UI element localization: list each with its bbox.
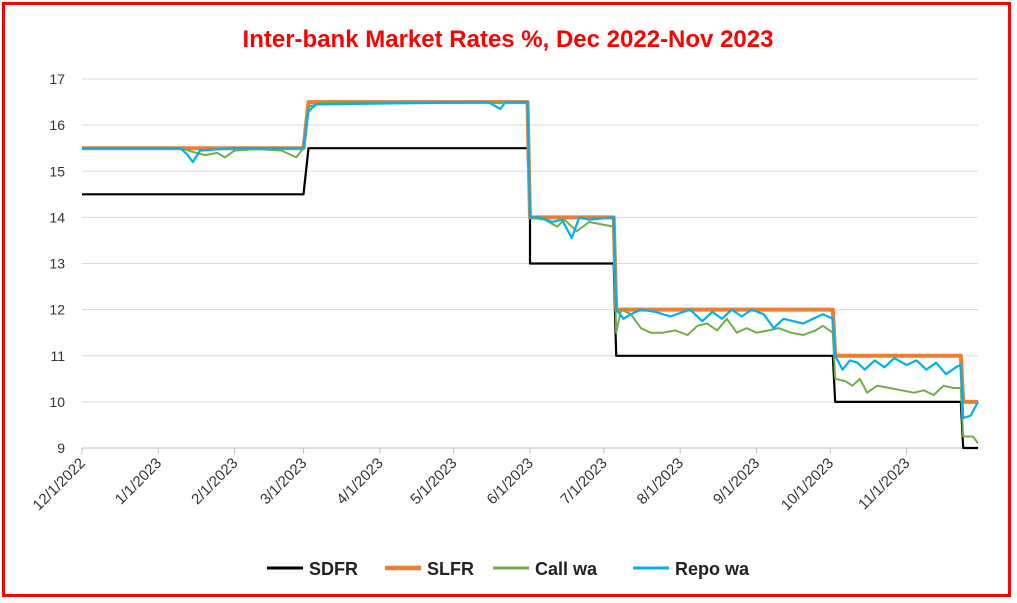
legend-label: SLFR — [427, 559, 474, 579]
x-tick-label: 4/1/2023 — [333, 455, 386, 508]
legend-label: SDFR — [309, 559, 358, 579]
y-tick-label: 13 — [49, 256, 65, 272]
x-tick-label: 11/1/2023 — [855, 455, 913, 513]
y-tick-label: 14 — [49, 209, 65, 225]
x-tick-label: 1/1/2023 — [112, 455, 165, 508]
y-tick-label: 17 — [49, 71, 65, 87]
y-tick-label: 12 — [49, 302, 65, 318]
x-tick-label: 8/1/2023 — [634, 455, 687, 508]
x-tick-label: 12/1/2022 — [30, 455, 89, 514]
x-tick-label: 7/1/2023 — [557, 455, 610, 508]
series-line-repo-wa — [82, 101, 979, 420]
x-tick-label: 5/1/2023 — [407, 455, 460, 508]
x-tick-label: 3/1/2023 — [257, 455, 310, 508]
legend-label: Repo wa — [675, 559, 750, 579]
y-tick-label: 16 — [49, 117, 65, 133]
y-tick-label: 11 — [50, 348, 65, 364]
legend: SDFR SLFR Call wa Repo wa — [267, 559, 750, 579]
chart-title: Inter-bank Market Rates %, Dec 2022-Nov … — [243, 26, 774, 53]
y-tick-label: 10 — [49, 394, 65, 410]
y-tick-label: 9 — [57, 440, 65, 456]
x-tick-label: 10/1/2023 — [778, 455, 837, 514]
x-tick-label: 2/1/2023 — [188, 455, 241, 508]
x-tick-label: 9/1/2023 — [710, 455, 763, 508]
series-lines — [82, 100, 979, 450]
legend-label: Call wa — [535, 559, 598, 579]
y-axis-ticks: 9 10 11 12 13 14 15 16 17 — [49, 71, 65, 456]
x-tick-label: 6/1/2023 — [484, 455, 537, 508]
series-line-call-wa — [82, 101, 979, 444]
y-tick-label: 15 — [49, 163, 65, 179]
x-axis-ticks: 12/1/2022 1/1/2023 2/1/2023 3/1/2023 4/1/202… — [30, 448, 913, 514]
